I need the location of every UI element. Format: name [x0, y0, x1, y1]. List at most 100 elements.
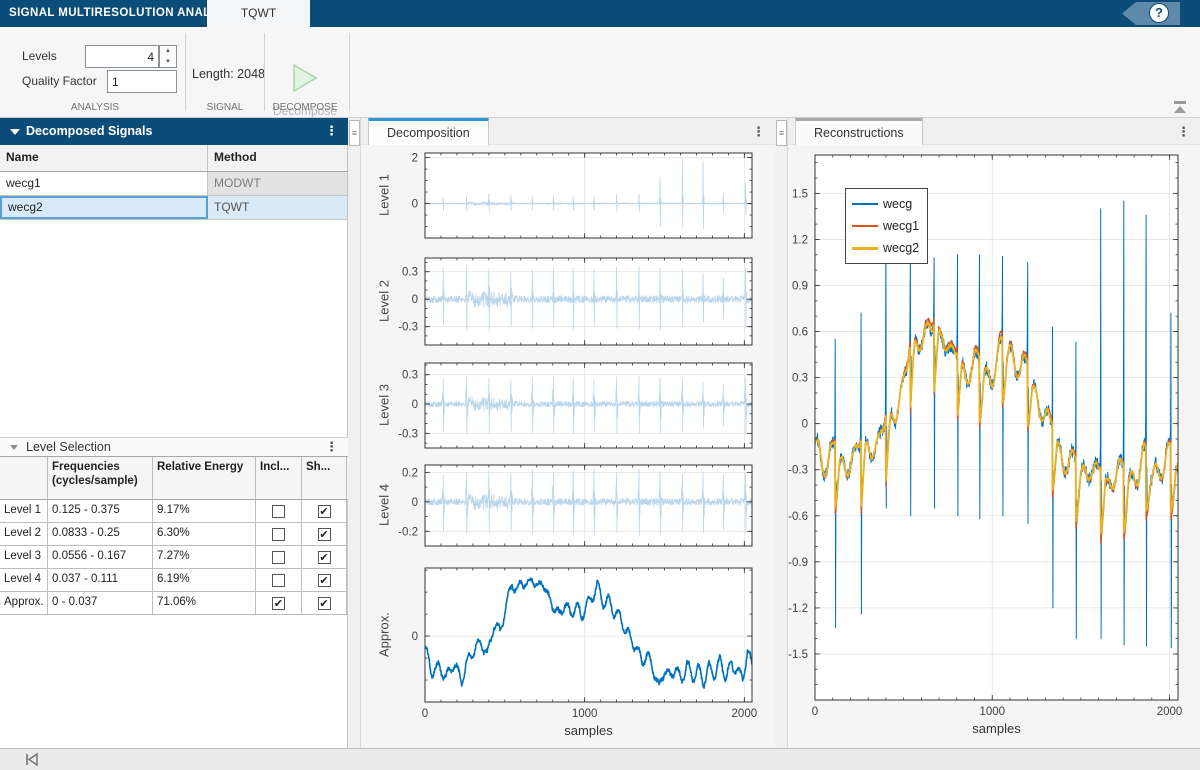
plot-canvas: 20: [412, 152, 753, 239]
column-header[interactable]: Incl...: [256, 457, 302, 499]
y-tick-label: 0.6: [792, 327, 808, 339]
signal-method-cell: MODWT: [208, 172, 348, 195]
legend-item-wecg2[interactable]: wecg2: [852, 237, 919, 259]
show-cell: ✔: [302, 569, 347, 591]
level3-plot[interactable]: 0.3 0 -0.3: [373, 349, 765, 459]
column-header[interactable]: Relative Energy: [153, 457, 256, 499]
x-tick-label: 1000: [572, 708, 598, 720]
x-tick-label: 2000: [732, 708, 758, 720]
decomposed-signals-table: Name Method wecg1 MODWT wecg2 TQWT: [0, 145, 348, 220]
splitter-grip-icon[interactable]: ≡: [349, 120, 360, 146]
kebab-menu-icon[interactable]: ⋮: [325, 439, 338, 454]
help-button[interactable]: ?: [1149, 3, 1169, 23]
levels-input[interactable]: 4: [85, 45, 159, 68]
level-row: Approx. 0 - 0.037 71.06% ✔ ✔: [0, 592, 348, 615]
levels-label: Levels: [22, 49, 57, 63]
signal-row-wecg1[interactable]: wecg1 MODWT: [0, 172, 348, 196]
app-title: SIGNAL MULTIRESOLUTION ANALYZER: [9, 7, 242, 19]
x-axis-label: samples: [972, 721, 1021, 736]
column-header[interactable]: Method: [208, 145, 348, 171]
y-tick-label: 0.3: [402, 267, 418, 279]
approx-plot[interactable]: 0 1000 2000 0 samples: [373, 552, 765, 748]
include-checkbox[interactable]: [272, 573, 285, 587]
ribbon-separator: [185, 33, 186, 111]
signal-name-cell[interactable]: wecg1: [0, 172, 208, 195]
level-selection-header[interactable]: Level Selection ⋮: [0, 437, 348, 456]
level-row: Level 1 0.125 - 0.375 9.17% ✔: [0, 500, 348, 523]
level2-plot[interactable]: 0.3 0 -0.3: [373, 244, 765, 356]
play-icon: [293, 63, 318, 93]
show-checkbox[interactable]: ✔: [317, 550, 331, 564]
spinner-down-icon[interactable]: ▼: [165, 58, 171, 65]
level4-plot[interactable]: 0.2 0 -0.2: [373, 451, 765, 557]
decomposed-signals-header[interactable]: Decomposed Signals ⋮: [0, 118, 348, 145]
tab-decomposition[interactable]: Decomposition: [368, 118, 489, 145]
kebab-menu-icon[interactable]: ⋮: [325, 123, 338, 138]
include-checkbox[interactable]: ✔: [272, 596, 285, 610]
legend-item-wecg1[interactable]: wecg1: [852, 215, 919, 237]
level-selection-table: Frequencies (cycles/sample) Relative Ener…: [0, 456, 348, 615]
x-tick-label: 0: [422, 708, 428, 720]
collapse-left-panel-icon[interactable]: [24, 753, 40, 766]
column-header[interactable]: [0, 457, 48, 499]
include-checkbox[interactable]: [272, 504, 285, 518]
splitter-grip-icon[interactable]: ≡: [776, 120, 787, 146]
kebab-menu-icon[interactable]: ⋮: [1177, 124, 1190, 139]
length-text: Length: 2048: [192, 67, 265, 81]
tab-reconstructions[interactable]: Reconstructions: [795, 118, 923, 145]
include-checkbox[interactable]: [272, 527, 285, 541]
signal-trace: [425, 469, 752, 537]
column-header[interactable]: Frequencies (cycles/sample): [48, 457, 153, 499]
decompose-button[interactable]: Decompose: [268, 59, 342, 123]
legend-item-wecg[interactable]: wecg: [852, 193, 919, 215]
level-label-cell: Level 1: [0, 500, 48, 522]
collapse-triangle-icon[interactable]: [10, 445, 18, 450]
table-header-row: Name Method: [0, 145, 348, 172]
level-label-cell: Level 4: [0, 569, 48, 591]
spinner-up-icon[interactable]: ▲: [165, 48, 171, 54]
toolstrip-ribbon: Levels 4 ▲ ▼ Quality Factor 1 ANALYSIS L…: [0, 27, 1200, 118]
level-label-cell: Level 2: [0, 523, 48, 545]
panel-splitter[interactable]: ≡: [775, 118, 788, 748]
y-tick-label: 2: [412, 153, 418, 165]
signal-name-cell[interactable]: wecg2: [0, 196, 208, 219]
level-row: Level 4 0.037 - 0.111 6.19% ✔: [0, 569, 348, 592]
ribbon-separator: [264, 33, 265, 111]
relative-energy-cell: 71.06%: [153, 592, 256, 614]
plot-canvas: 0.3 0 -0.3: [398, 257, 753, 346]
show-checkbox[interactable]: ✔: [317, 573, 331, 587]
signal-row-wecg2[interactable]: wecg2 TQWT: [0, 196, 348, 220]
levels-spinner[interactable]: ▲ ▼: [159, 45, 177, 68]
y-tick-label: 0.9: [792, 280, 808, 292]
show-checkbox[interactable]: ✔: [317, 527, 331, 541]
column-header[interactable]: Name: [0, 145, 208, 171]
tab-tqwt[interactable]: TQWT: [207, 0, 310, 27]
plot-legend[interactable]: wecg wecg1 wecg2: [845, 188, 929, 264]
reconstructions-panel: Reconstructions ⋮ 0 1000 2000 1.5 1.2 0.9 0.6 0…: [788, 118, 1200, 748]
y-tick-label: -0.2: [398, 526, 418, 538]
signal-method-cell: TQWT: [208, 196, 348, 219]
legend-line-sample: [852, 246, 878, 250]
panel-splitter[interactable]: ≡: [348, 118, 361, 748]
include-checkbox[interactable]: [272, 550, 285, 564]
plot-canvas: 0.2 0 -0.2: [398, 464, 753, 547]
include-cell: [256, 546, 302, 568]
show-checkbox[interactable]: ✔: [317, 504, 331, 518]
relative-energy-cell: 6.30%: [153, 523, 256, 545]
x-axis-label: samples: [564, 723, 613, 738]
relative-energy-cell: 7.27%: [153, 546, 256, 568]
collapse-ribbon-button[interactable]: [1172, 101, 1188, 113]
include-cell: [256, 500, 302, 522]
decomposition-tabbar: Decomposition ⋮: [361, 118, 775, 145]
level-label-cell: Approx.: [0, 592, 48, 614]
collapse-triangle-icon[interactable]: [10, 129, 20, 135]
quality-factor-input[interactable]: 1: [107, 70, 177, 93]
relative-energy-cell: 6.19%: [153, 569, 256, 591]
status-bar: [0, 748, 1200, 770]
signal-trace: [425, 265, 752, 332]
kebab-menu-icon[interactable]: ⋮: [752, 124, 765, 139]
show-checkbox[interactable]: ✔: [317, 596, 331, 610]
column-header[interactable]: Sh...: [302, 457, 347, 499]
